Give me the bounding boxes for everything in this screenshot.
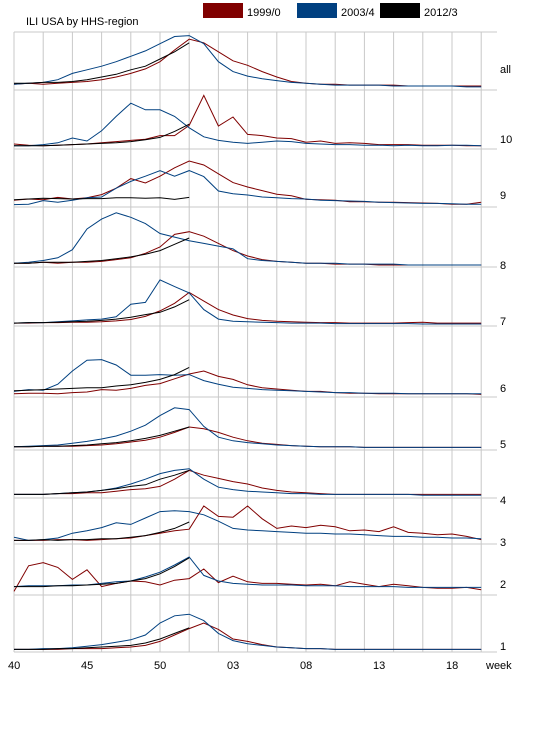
x-tick-label: 50 [154,660,166,672]
series-line-all-2012-3 [14,42,190,84]
panel-label-8: 8 [500,260,506,272]
x-tick-label: 03 [227,660,239,672]
series-line-8-2003-4 [13,212,482,266]
x-tick-label: 45 [81,660,93,672]
series-line-5-2012-3 [14,426,190,448]
series-line-5-2003-4 [13,407,482,448]
legend-entry-2012-3: 2012/3 [424,7,458,19]
series-line-2-2012-3 [14,557,190,588]
series-line-all-2003-4 [13,35,482,88]
panel-label-all: all [500,64,511,76]
series-line-3-2003-4 [13,510,482,541]
panel-region-10 [13,94,482,147]
panel-label-4: 4 [500,495,506,507]
series-line-9-2012-3 [13,196,190,201]
series-line-6-2003-4 [13,359,482,395]
x-axis-label: week [485,660,512,672]
x-tick-label: 40 [8,660,20,672]
x-axis: 40 45 50 03 08 13 18 [8,660,458,672]
panel-region-8 [13,212,482,266]
legend-entry-1999-0: 1999/0 [247,7,281,19]
series-line-7-2012-3 [13,299,190,324]
x-tick-label: 13 [373,660,385,672]
panels [13,35,482,650]
panel-region-5 [13,407,482,448]
panel-region-7 [13,279,482,325]
series-line-7-1999-0 [14,291,482,324]
series-line-3-2012-3 [14,521,190,541]
panel-region-3 [13,505,482,541]
legend-swatch-2012-3 [380,3,420,18]
x-tick-label: 18 [446,660,458,672]
panel-label-6: 6 [500,383,506,395]
panel-label-10: 10 [500,134,512,146]
series-line-3-1999-0 [14,505,482,541]
panel-region-9 [13,160,482,206]
panel-label-1: 1 [500,641,506,653]
grid [13,31,497,653]
series-line-8-2012-3 [14,237,190,264]
panel-region-2 [13,556,482,592]
panel-label-3: 3 [500,537,506,549]
legend-entry-2003-4: 2003/4 [341,7,375,19]
panel-region-all [13,35,482,88]
series-line-7-2003-4 [13,279,482,325]
legend-swatch-1999-0 [203,3,243,18]
series-line-6-2012-3 [13,366,190,392]
x-tick-label: 08 [300,660,312,672]
series-line-10-2003-4 [14,102,482,147]
legend: 1999/0 2003/4 2012/3 [203,3,458,19]
series-line-10-2012-3 [14,123,190,147]
panel-label-5: 5 [500,439,506,451]
series-line-2-1999-0 [13,562,482,592]
panel-label-2: 2 [500,579,506,591]
series-line-1-2003-4 [14,613,482,650]
panel-region-1 [14,613,482,650]
legend-swatch-2003-4 [297,3,337,18]
panel-region-6 [13,359,482,395]
series-line-4-2012-3 [14,469,190,495]
panel-label-9: 9 [500,190,506,202]
panel-labels: all 10 9 8 7 6 5 4 3 2 1 [500,64,512,653]
panel-region-4 [14,468,482,496]
panel-label-7: 7 [500,316,506,328]
chart-title: ILI USA by HHS-region [26,16,139,28]
series-line-9-2003-4 [13,170,482,206]
series-line-1-2012-3 [14,627,190,650]
